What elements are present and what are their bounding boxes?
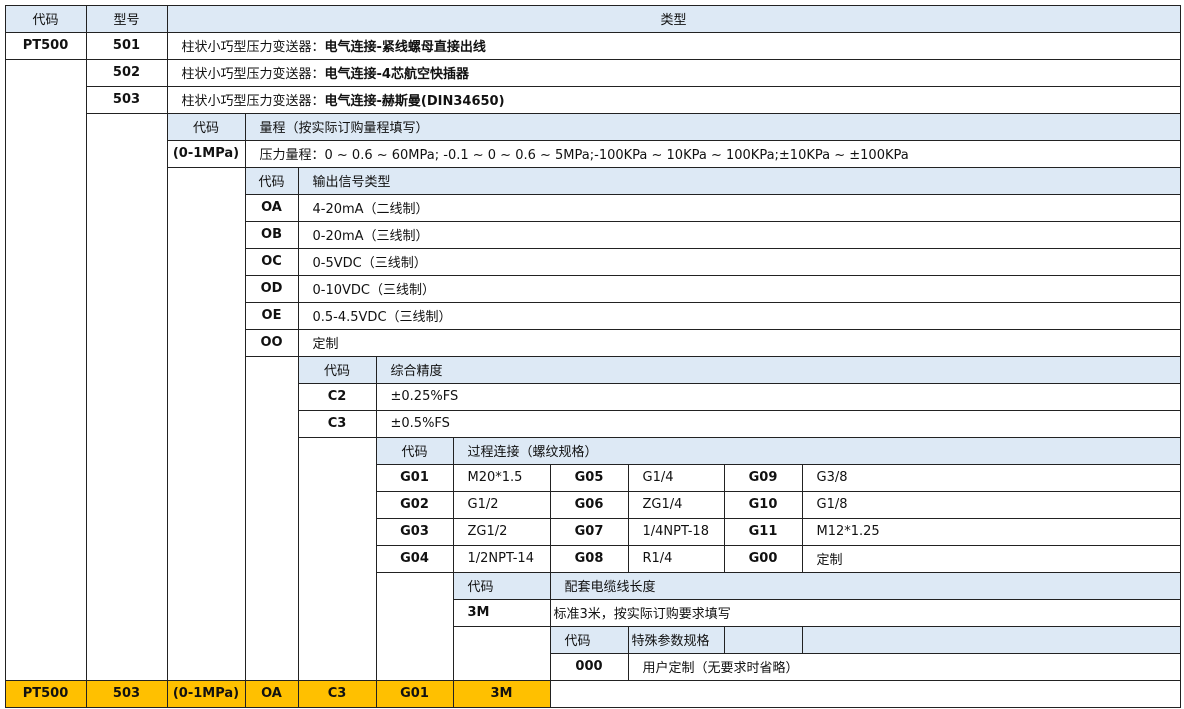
model-code: 503 — [85, 85, 168, 114]
cable-text: 标准3米，按实际订购要求填写 — [549, 598, 1181, 627]
accuracy-title: 综合精度 — [375, 355, 1181, 384]
range-code-header: 代码 — [166, 112, 246, 141]
accuracy-code: C3 — [297, 409, 377, 438]
header-model: 型号 — [85, 4, 168, 33]
empty-cell — [549, 679, 1181, 708]
accuracy-text: ±0.25%FS — [375, 382, 1181, 411]
empty-span — [244, 355, 299, 681]
output-code: OO — [244, 328, 299, 357]
cable-code: 3M — [452, 598, 551, 627]
output-text: 0.5-4.5VDC（三线制） — [297, 301, 1181, 330]
empty-span — [452, 625, 551, 681]
output-code-header: 代码 — [244, 166, 299, 195]
process-code: G11 — [723, 517, 803, 546]
cable-code-header: 代码 — [452, 571, 551, 600]
process-code: G04 — [375, 544, 454, 573]
process-text: R1/4 — [627, 544, 725, 573]
series-code: PT500 — [4, 31, 87, 60]
special-code-header: 代码 — [549, 625, 629, 654]
process-text: ZG1/2 — [452, 517, 551, 546]
product-text: 柱状小巧型压力变送器： — [181, 94, 325, 109]
product-text: 柱状小巧型压力变送器： — [181, 40, 325, 55]
process-code: G01 — [375, 463, 454, 492]
process-title: 过程连接（螺纹规格） — [452, 436, 1181, 465]
process-code: G00 — [723, 544, 803, 573]
process-code: G09 — [723, 463, 803, 492]
special-code: 000 — [549, 652, 629, 681]
example-value: C3 — [297, 679, 377, 708]
process-text: G3/8 — [801, 463, 1181, 492]
output-text: 0-10VDC（三线制） — [297, 274, 1181, 303]
empty-header — [801, 625, 1181, 654]
process-code: G07 — [549, 517, 629, 546]
example-value: 503 — [85, 679, 168, 708]
range-text: 压力量程：0 ~ 0.6 ~ 60MPa; -0.1 ~ 0 ~ 0.6 ~ 5… — [244, 139, 1181, 168]
accuracy-code: C2 — [297, 382, 377, 411]
process-text: 定制 — [801, 544, 1181, 573]
empty-span — [297, 436, 377, 681]
connection-text: 电气连接-赫斯曼(DIN34650) — [324, 94, 505, 109]
range-title: 量程（按实际订购量程填写） — [244, 112, 1181, 141]
empty-span — [375, 571, 454, 681]
header-type: 类型 — [166, 4, 1181, 33]
product-text: 柱状小巧型压力变送器： — [181, 67, 325, 82]
output-title: 输出信号类型 — [297, 166, 1181, 195]
model-code: 502 — [85, 58, 168, 87]
output-text: 0-5VDC（三线制） — [297, 247, 1181, 276]
connection-text: 电气连接-紧线螺母直接出线 — [324, 40, 486, 55]
accuracy-code-header: 代码 — [297, 355, 377, 384]
empty-span — [166, 166, 246, 681]
process-code-header: 代码 — [375, 436, 454, 465]
output-code: OB — [244, 220, 299, 249]
output-code: OE — [244, 301, 299, 330]
process-code: G08 — [549, 544, 629, 573]
process-text: G1/2 — [452, 490, 551, 519]
model-description: 柱状小巧型压力变送器： 电气连接-赫斯曼(DIN34650) — [166, 85, 1181, 114]
process-text: ZG1/4 — [627, 490, 725, 519]
example-value: (0-1MPa) — [166, 679, 246, 708]
special-title: 特殊参数规格 — [627, 625, 725, 654]
process-text: M12*1.25 — [801, 517, 1181, 546]
accuracy-text: ±0.5%FS — [375, 409, 1181, 438]
output-text: 0-20mA（三线制） — [297, 220, 1181, 249]
output-code: OC — [244, 247, 299, 276]
header-code: 代码 — [4, 4, 87, 33]
output-code: OD — [244, 274, 299, 303]
process-text: M20*1.5 — [452, 463, 551, 492]
model-code: 501 — [85, 31, 168, 60]
example-value: PT500 — [4, 679, 87, 708]
process-code: G06 — [549, 490, 629, 519]
model-description: 柱状小巧型压力变送器： 电气连接-紧线螺母直接出线 — [166, 31, 1181, 60]
example-value: G01 — [375, 679, 454, 708]
process-code: G10 — [723, 490, 803, 519]
example-value: 3M — [452, 679, 551, 708]
output-text: 4-20mA（二线制） — [297, 193, 1181, 222]
cable-title: 配套电缆线长度 — [549, 571, 1181, 600]
connection-text: 电气连接-4芯航空快插器 — [324, 67, 469, 82]
process-text: G1/8 — [801, 490, 1181, 519]
range-code: (0-1MPa) — [166, 139, 246, 168]
output-text: 定制 — [297, 328, 1181, 357]
output-code: OA — [244, 193, 299, 222]
empty-header — [723, 625, 803, 654]
example-value: OA — [244, 679, 299, 708]
process-code: G05 — [549, 463, 629, 492]
process-text: 1/2NPT-14 — [452, 544, 551, 573]
model-description: 柱状小巧型压力变送器： 电气连接-4芯航空快插器 — [166, 58, 1181, 87]
process-text: G1/4 — [627, 463, 725, 492]
process-code: G03 — [375, 517, 454, 546]
process-text: 1/4NPT-18 — [627, 517, 725, 546]
special-text: 用户定制（无要求时省略） — [627, 652, 1181, 681]
process-code: G02 — [375, 490, 454, 519]
empty-span — [85, 112, 168, 681]
empty-span — [4, 58, 87, 681]
